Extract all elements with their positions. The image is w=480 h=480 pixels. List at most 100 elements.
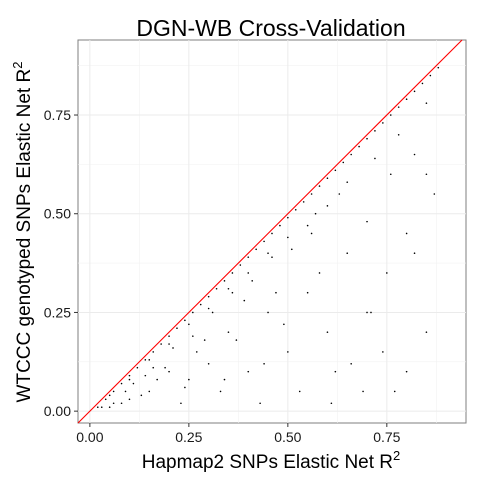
data-point [287,216,289,219]
x-axis-title-text: Hapmap2 SNPs Elastic Net R [142,452,393,473]
data-point [104,398,107,401]
y-tick-label: 0.75 [44,107,71,123]
data-point [374,157,376,160]
data-point [421,82,424,85]
data-point [275,291,277,294]
data-point [231,272,234,274]
data-point [152,351,155,353]
data-point [306,224,309,227]
data-point [255,248,257,251]
data-point [251,280,254,282]
data-point [425,331,428,333]
data-point [389,173,392,176]
data-point [144,374,147,377]
data-point [267,311,269,314]
y-tick-label: 0.00 [44,403,71,419]
data-point [429,74,432,77]
data-point [314,212,317,215]
data-point [405,232,408,235]
data-point [199,303,202,306]
data-point [397,106,400,108]
data-point [338,193,341,195]
data-point [310,193,313,195]
x-tick-label: 0.00 [76,429,103,445]
data-point [108,394,111,397]
data-point [96,406,99,409]
data-point [148,390,151,393]
data-point [405,370,408,373]
x-tick-label: 0.50 [274,429,301,445]
data-point [287,236,289,239]
data-point [128,398,131,401]
chart-title: DGN-WB Cross-Validation [136,15,405,41]
data-point [326,205,329,207]
data-point [366,220,368,223]
y-axis-title: WTCCC genotyped SNPs Elastic Net R2 [10,62,35,403]
y-tick-label: 0.25 [44,304,71,320]
x-axis: 0.00 0.25 0.50 0.75 [76,423,401,445]
data-point [334,169,337,172]
x-axis-title: Hapmap2 SNPs Elastic Net R2 [142,448,401,473]
data-point [152,366,155,369]
data-point [168,335,170,337]
data-point [188,323,190,326]
data-point [263,240,265,243]
y-axis-title-text: WTCCC genotyped SNPs Elastic Net R [14,69,35,403]
data-point [374,130,376,132]
data-point [405,98,408,101]
data-point [207,362,210,365]
data-point [223,280,226,282]
data-point [112,402,115,405]
data-point [263,362,265,365]
data-point [370,311,372,314]
data-point [132,382,135,385]
data-point [148,359,151,361]
data-point [188,378,190,381]
data-point [219,390,222,393]
data-point [366,311,368,314]
data-point [271,256,273,258]
data-point [298,390,301,393]
data-point [318,272,321,274]
data-point [318,185,321,187]
data-point [192,311,194,314]
data-point [306,291,309,294]
data-point [386,272,388,274]
reference-line-group [77,39,463,424]
data-point [172,347,174,349]
data-point [342,161,345,164]
data-point [279,224,281,227]
identity-reference-line [77,39,463,424]
grid [78,40,466,423]
data-point [382,351,384,353]
data-point [184,319,186,322]
data-point [247,256,250,258]
data-point [112,390,115,393]
data-point [259,402,261,405]
data-point [231,291,234,294]
data-point [227,331,230,333]
data-point [120,402,123,405]
data-point [184,386,186,389]
data-point [176,327,178,330]
data-point [326,177,329,179]
data-point [128,378,131,381]
data-point [247,370,250,373]
data-point [108,406,111,409]
y-tick-label: 0.50 [44,206,71,222]
data-point [192,335,194,337]
x-tick-label: 0.25 [175,429,202,445]
data-point [211,311,214,314]
data-point [128,374,131,377]
data-point [350,362,352,365]
data-point [366,137,368,140]
data-point [207,295,210,298]
data-points [96,66,440,409]
data-point [330,402,333,405]
data-point [287,351,289,353]
data-point [413,153,416,156]
data-point [393,390,396,393]
data-point [389,114,392,116]
data-point [140,394,143,397]
